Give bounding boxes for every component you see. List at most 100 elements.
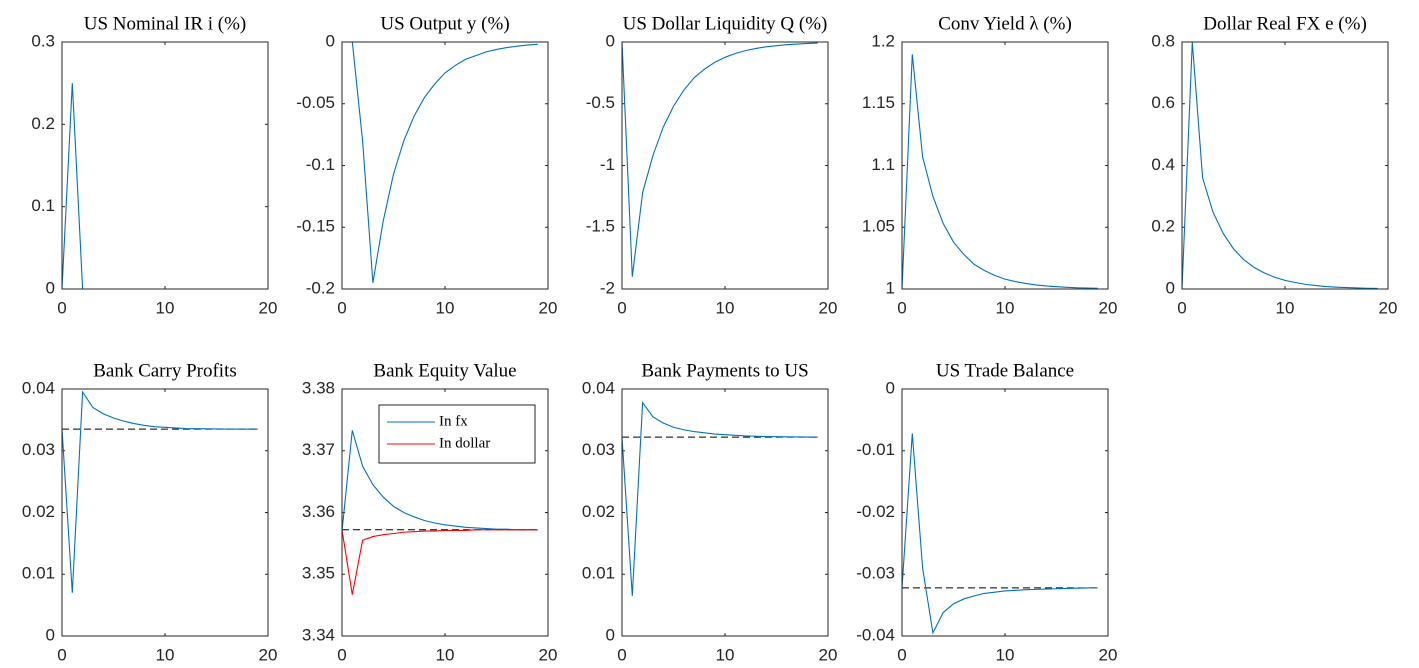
chart-title: Bank Payments to US [641,360,808,381]
y-tick-label: -0.1 [306,155,335,174]
x-tick-label: 10 [716,645,735,664]
y-tick-label: 1 [886,278,895,297]
y-tick-label: 0 [606,625,615,644]
x-tick-label: 10 [1276,298,1295,317]
y-tick-label: 0 [46,278,55,297]
data-line [341,529,538,595]
y-tick-label: -0.01 [856,440,895,459]
axes-box [621,388,829,637]
y-tick-label: -0.5 [586,93,615,112]
plot-area [342,42,548,289]
chart-title: Bank Carry Profits [93,360,237,381]
y-tick-label: 0.03 [22,440,55,459]
y-tick-label: -1.5 [586,217,615,236]
chart-title: Bank Equity Value [373,360,516,381]
x-tick-label: 10 [716,298,735,317]
y-tick-label: 0.01 [22,564,55,583]
data-line [901,433,1098,635]
y-tick-label: -1 [600,155,615,174]
x-tick-label: 20 [259,645,278,664]
axes-box [901,388,1109,637]
x-tick-label: 0 [617,645,626,664]
x-tick-label: 20 [819,645,838,664]
x-tick-label: 0 [897,645,906,664]
data-line [621,401,818,596]
y-tick-label: 3.34 [302,625,335,644]
y-tick-label: 0.1 [31,196,55,215]
y-tick-label: -2 [600,278,615,297]
y-tick-label: 3.37 [302,440,335,459]
y-tick-label: 0 [886,378,895,397]
y-tick-label: -0.02 [856,502,895,521]
data-line [342,41,538,283]
y-tick-label: -0.2 [306,278,335,297]
y-tick-label: 0.3 [31,31,55,50]
plot-area [902,389,1108,636]
x-tick-label: 20 [1099,645,1118,664]
data-line [901,54,1098,290]
chart-title: Dollar Real FX e (%) [1203,13,1367,34]
y-tick-label: 1.2 [871,31,895,50]
y-tick-label: -0.03 [856,564,895,583]
plot-area [62,389,268,636]
y-tick-label: 0.03 [582,440,615,459]
y-tick-label: 0 [606,31,615,50]
y-tick-label: 0.6 [1151,93,1175,112]
plot-area [62,42,268,289]
legend-label: In fx [439,413,468,429]
x-tick-label: 20 [259,298,278,317]
y-tick-label: 0 [46,625,55,644]
data-line [61,390,258,593]
x-tick-label: 20 [539,645,558,664]
plot-area [622,389,828,636]
x-tick-label: 10 [996,298,1015,317]
x-tick-label: 20 [1379,298,1398,317]
x-tick-label: 0 [57,298,66,317]
y-tick-label: -0.05 [296,93,335,112]
legend-box [378,404,536,464]
y-tick-label: 0.04 [22,378,55,397]
y-tick-label: 3.36 [302,502,335,521]
y-tick-label: 3.35 [302,564,335,583]
y-tick-label: -0.15 [296,217,335,236]
y-tick-label: 1.15 [862,93,895,112]
plot-area [902,42,1108,289]
x-tick-label: 20 [819,298,838,317]
x-tick-label: 10 [436,298,455,317]
x-tick-label: 10 [156,645,175,664]
axes-box [901,41,1109,290]
x-tick-label: 0 [337,645,346,664]
chart-title: US Trade Balance [936,360,1074,381]
x-tick-label: 0 [57,645,66,664]
axes-box [341,388,549,637]
plot-area [622,42,828,289]
y-tick-label: 0 [1166,278,1175,297]
y-tick-label: 3.38 [302,378,335,397]
axes-box [621,41,829,290]
plot-area [1182,42,1388,289]
legend-label: In dollar [439,435,490,451]
x-tick-label: 0 [897,298,906,317]
data-line [1181,41,1378,290]
x-tick-label: 0 [617,298,626,317]
y-tick-label: 0.2 [31,114,55,133]
x-tick-label: 0 [337,298,346,317]
x-tick-label: 10 [436,645,455,664]
axes-box [1181,41,1389,290]
chart-title: US Nominal IR i (%) [84,13,247,34]
y-tick-label: 0.02 [22,502,55,521]
y-tick-label: 0.02 [582,502,615,521]
x-tick-label: 10 [996,645,1015,664]
axes-box [61,388,269,637]
y-tick-label: 0.04 [582,378,615,397]
chart-title: US Dollar Liquidity Q (%) [623,13,828,34]
chart-title: Conv Yield λ (%) [938,13,1072,34]
data-line [341,430,538,532]
y-tick-label: 1.1 [871,155,895,174]
x-tick-label: 20 [1099,298,1118,317]
y-tick-label: 0.2 [1151,217,1175,236]
x-tick-label: 20 [539,298,558,317]
y-tick-label: 1.05 [862,217,895,236]
y-tick-label: -0.04 [856,625,895,644]
